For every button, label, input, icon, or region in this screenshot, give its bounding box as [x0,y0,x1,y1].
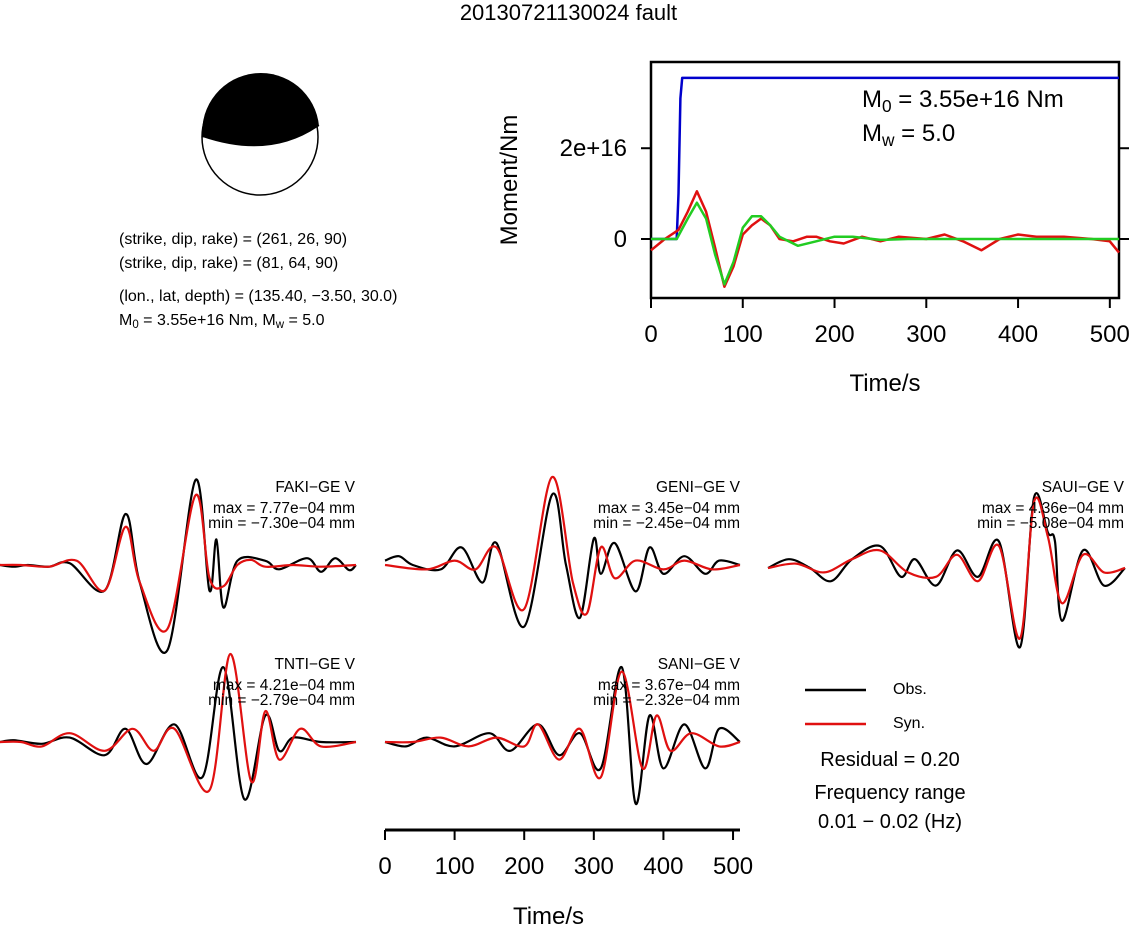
waveform-xlabel: Time/s [513,903,584,926]
synthetic-trace [0,652,357,793]
residual-text: Residual = 0.20 [820,749,960,771]
moment-box-mw: Mw = 5.0 [862,120,956,150]
moment-box-m0: M0 = 3.55e+16 Nm [862,86,1064,116]
waveform-panel [0,652,357,801]
moment-plot-frame [649,60,1121,300]
waveform-panel [767,492,1126,649]
max-label: max = 3.45e−04 mm [597,500,740,517]
moment-xtick-label: 300 [906,321,946,348]
max-label: max = 4.21e−04 mm [212,677,355,694]
mechanism-line-1: (strike, dip, rake) = (261, 26, 90) [119,231,348,248]
waveform-panel [0,478,357,654]
moment-ytick-label: 0 [614,226,627,253]
moment-xlabel: Time/s [849,370,920,397]
frequency-range-title: Frequency range [814,782,966,804]
station-label: GENI−GE V [656,479,740,496]
min-label: min = −5.08e−04 mm [977,515,1124,532]
station-label: SAUI−GE V [1041,479,1124,496]
waveform-xtick-label: 200 [504,853,544,880]
beachball [201,72,320,196]
observed-trace [384,666,741,805]
moment-ylabel: Moment/Nm [496,115,523,246]
min-label: min = −7.30e−04 mm [208,515,355,532]
moment-xtick-label: 200 [815,321,855,348]
synthetic-trace [384,475,741,616]
mechanism-line-4: M0 = 3.55e+16 Nm, Mw = 5.0 [119,312,325,332]
max-label: max = 7.77e−04 mm [212,500,355,517]
synthetic-trace [384,670,741,780]
legend-obs-label: Obs. [893,681,927,698]
station-label: SANI−GE V [657,656,740,673]
waveform-xtick-label: 100 [435,853,475,880]
waveform-panels [0,475,1126,805]
moment-xtick-label: 400 [998,321,1038,348]
moment-xtick-label: 500 [1090,321,1130,348]
waveform-xtick-label: 400 [643,853,683,880]
figure-title: 20130721130024 fault [459,0,678,25]
moment-series-2 [651,201,1119,286]
min-label: min = −2.79e−04 mm [208,692,355,709]
synthetic-trace [0,493,357,633]
waveform-panel [384,666,741,805]
frequency-range-value: 0.01 − 0.02 (Hz) [818,811,962,833]
min-label: min = −2.45e−04 mm [593,515,740,532]
moment-ytick-label: 2e+16 [560,135,627,162]
max-label: max = 3.67e−04 mm [597,677,740,694]
synthetic-trace [767,496,1126,640]
moment-xtick-label: 0 [644,321,657,348]
min-label: min = −2.32e−04 mm [593,692,740,709]
moment-xtick-label: 100 [723,321,763,348]
mechanism-line-3: (lon., lat, depth) = (135.40, −3.50, 30.… [119,288,398,305]
observed-trace [0,666,357,801]
waveform-time-axis: 0 100 200 300 400 500 Time/s [378,828,753,926]
waveform-panel [384,475,741,628]
mechanism-line-2: (strike, dip, rake) = (81, 64, 90) [119,255,339,272]
waveform-xtick-label: 500 [713,853,753,880]
moment-series-1 [650,190,1120,288]
observed-trace [767,492,1126,649]
max-label: max = 4.36e−04 mm [981,500,1124,517]
moment-plot: 0 100 200 300 400 500 0 2e+16 Time/s Moment/Nm [496,60,1130,397]
station-label: TNTI−GE V [274,656,355,673]
waveform-xtick-label: 0 [378,853,391,880]
legend-syn-label: Syn. [893,715,926,732]
station-label: FAKI−GE V [275,479,355,496]
waveform-xtick-label: 300 [574,853,614,880]
